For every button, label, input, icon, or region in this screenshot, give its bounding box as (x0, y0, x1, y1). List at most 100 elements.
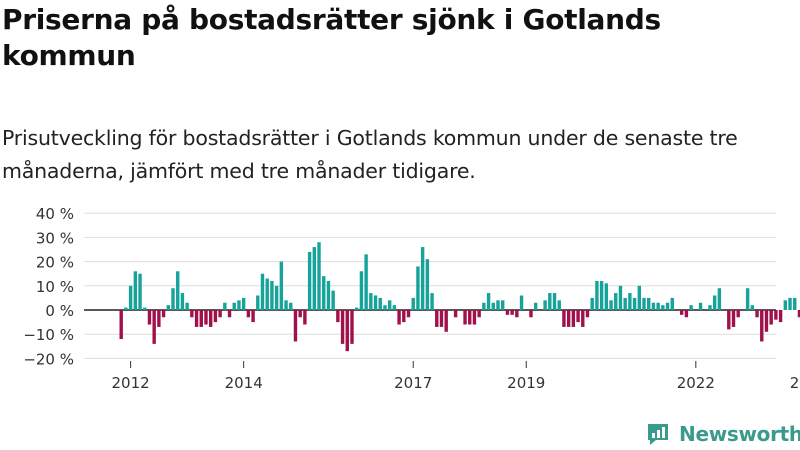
bar (548, 293, 552, 310)
bar (571, 310, 576, 327)
bar (350, 310, 354, 344)
bar (557, 300, 561, 310)
bar (477, 310, 481, 318)
bar (124, 307, 128, 310)
y-axis-labels: 40 % 30 % 20 % 10 % 0 % −10 % −20 % (23, 205, 74, 368)
bar (614, 293, 618, 310)
x-tick-label: 2019 (507, 374, 545, 392)
y-tick-label: −10 % (23, 326, 74, 344)
bar (143, 307, 147, 310)
bar (307, 251, 312, 310)
brand-name: Newsworthy (679, 422, 800, 446)
bar (472, 310, 477, 325)
y-tick-label: 40 % (36, 205, 74, 223)
bar (411, 297, 415, 310)
bar (303, 310, 307, 325)
bar (486, 293, 491, 310)
bar (618, 285, 623, 310)
bar (453, 310, 458, 318)
x-tick-label: 2012 (112, 374, 150, 392)
bar (397, 310, 401, 325)
bar (420, 247, 425, 310)
bar (185, 302, 189, 310)
bar (642, 297, 646, 310)
bar (651, 302, 656, 310)
bar (712, 295, 717, 310)
bar (750, 305, 755, 310)
bar (778, 310, 783, 323)
bar (369, 293, 373, 310)
bar (745, 288, 750, 310)
x-tick-label: 2014 (225, 374, 263, 392)
bar (128, 285, 133, 310)
bar (755, 310, 759, 318)
bar (505, 310, 510, 315)
bar (581, 310, 585, 327)
bar (373, 295, 378, 310)
bar (383, 305, 387, 310)
bar (406, 310, 411, 318)
bar (425, 259, 430, 310)
bar (387, 300, 392, 310)
bar (208, 310, 213, 327)
bar (194, 310, 199, 327)
bar (190, 310, 194, 318)
bar (793, 297, 797, 310)
bar (533, 302, 538, 310)
bar (727, 310, 731, 330)
bar (336, 310, 340, 323)
bar (237, 300, 241, 310)
bar (340, 310, 345, 344)
bar (176, 271, 180, 310)
bar (147, 310, 152, 325)
bar (632, 297, 637, 310)
bar (736, 310, 740, 318)
bar (430, 293, 434, 310)
bar (543, 300, 547, 310)
bar (491, 302, 495, 310)
bar (665, 302, 670, 310)
bar (345, 310, 349, 352)
bar (496, 300, 500, 310)
bar (797, 310, 800, 318)
bar (256, 295, 260, 310)
bar (246, 310, 251, 318)
bar (152, 310, 156, 344)
bar (637, 285, 641, 310)
bar (270, 280, 274, 310)
bar (689, 305, 693, 310)
x-axis-labels: 2012 2014 2017 2019 2022 2024 (112, 361, 800, 392)
bar (180, 293, 185, 310)
bar (260, 273, 265, 310)
bar (435, 310, 439, 327)
bar (166, 305, 170, 310)
bar (227, 310, 232, 318)
bar (501, 300, 505, 310)
bar (218, 310, 222, 318)
bar (138, 273, 142, 310)
bar (510, 310, 514, 315)
bar (468, 310, 472, 325)
bar (232, 302, 236, 310)
y-tick-label: 10 % (36, 278, 74, 296)
bar (312, 247, 317, 310)
bar (623, 297, 627, 310)
bar (392, 305, 397, 310)
bar (251, 310, 255, 323)
bar (519, 295, 524, 310)
bar (439, 310, 444, 327)
bar (529, 310, 533, 318)
x-tick-label: 2022 (677, 374, 715, 392)
bar (463, 310, 467, 325)
bar (590, 297, 594, 310)
bar (769, 310, 773, 325)
bar (355, 307, 359, 310)
gridlines (84, 212, 776, 359)
bar (764, 310, 769, 332)
bar (647, 297, 651, 310)
bar (684, 310, 689, 318)
bar (326, 280, 331, 310)
bar (402, 310, 406, 323)
bar (265, 278, 269, 310)
newsworthy-logo-icon (648, 424, 668, 445)
